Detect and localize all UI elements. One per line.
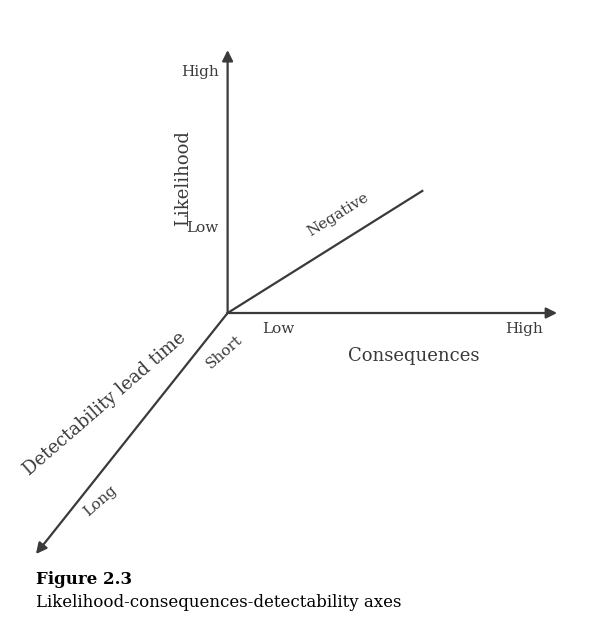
Text: Detectability lead time: Detectability lead time — [20, 329, 189, 479]
Text: High: High — [505, 322, 543, 336]
Text: Likelihood: Likelihood — [174, 130, 192, 227]
Text: Long: Long — [81, 483, 119, 520]
Text: Consequences: Consequences — [347, 347, 479, 366]
Text: High: High — [181, 65, 219, 79]
Text: Likelihood-consequences-detectability axes: Likelihood-consequences-detectability ax… — [36, 593, 401, 611]
Text: Negative: Negative — [305, 190, 371, 239]
Text: Low: Low — [186, 222, 219, 235]
Text: Short: Short — [204, 333, 245, 372]
Text: Figure 2.3: Figure 2.3 — [36, 570, 132, 588]
Text: Low: Low — [262, 322, 295, 336]
